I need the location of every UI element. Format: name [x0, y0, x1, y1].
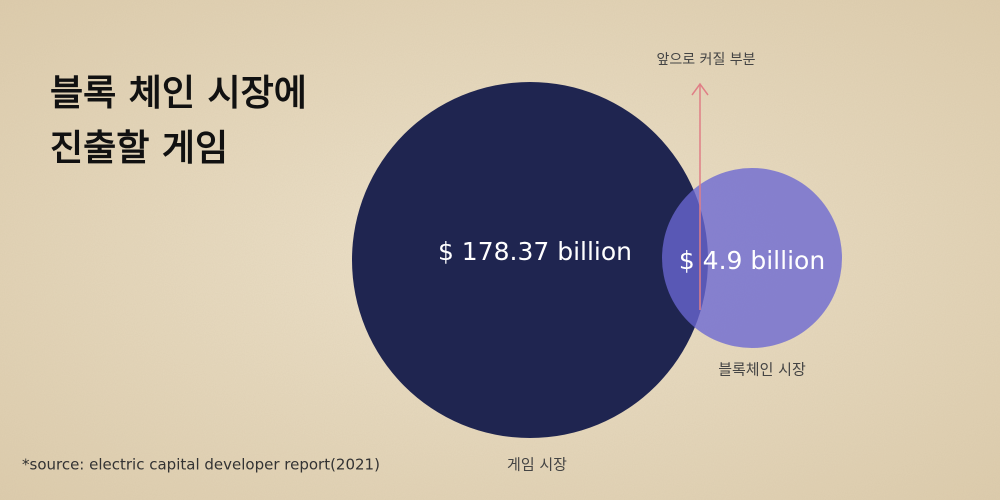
annotation: 앞으로 커질 부분 [656, 52, 755, 68]
blockchain-market-circle [662, 168, 842, 348]
arrow-head [691, 82, 709, 96]
title-line: 블록 체인 시장에 [50, 73, 307, 114]
circle-label: $ 4.9 billion [679, 246, 825, 275]
source: *source: electric capital developer repo… [22, 456, 380, 474]
game-market-circle [352, 82, 708, 438]
circle-caption: 블록체인 시장 [718, 361, 806, 379]
title-line: 진출할 게임 [50, 128, 228, 169]
circle-label: $ 178.37 billion [438, 237, 632, 266]
circle-caption: 게임 시장 [507, 456, 567, 474]
